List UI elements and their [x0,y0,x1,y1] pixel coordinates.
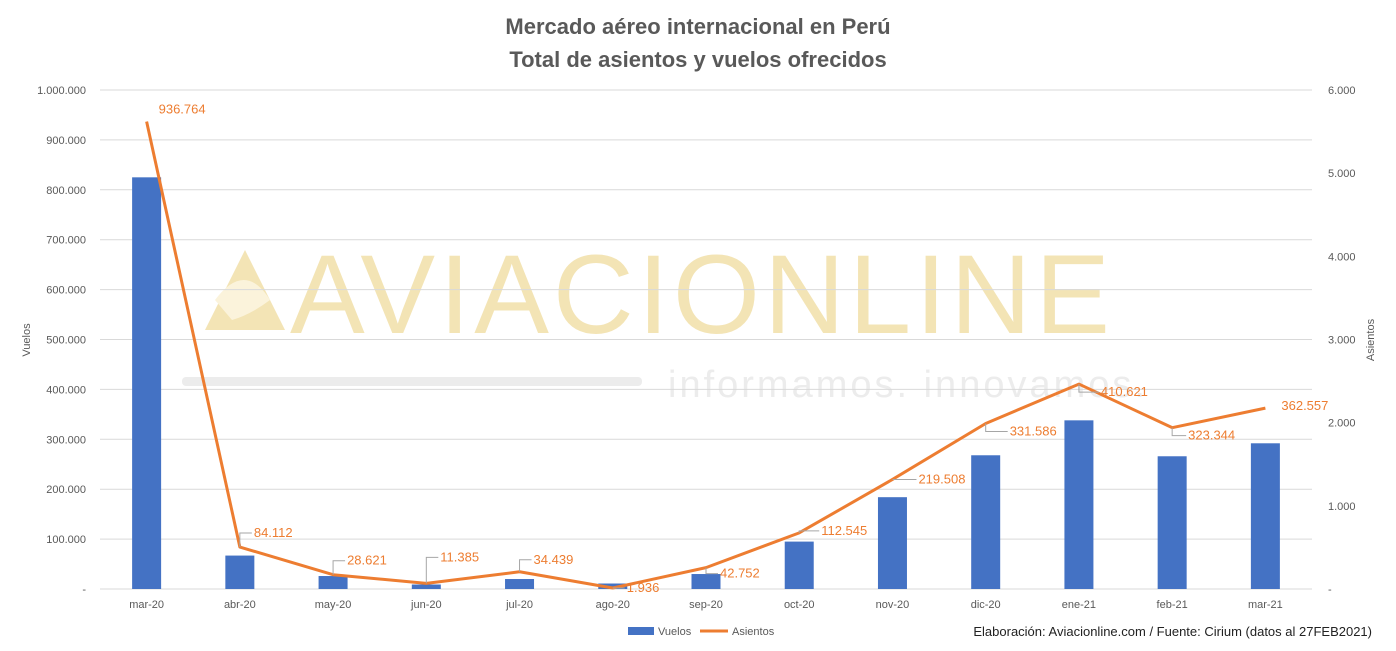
bar-vuelos [225,555,255,589]
data-label-asientos: 410.621 [1101,384,1148,399]
data-label-asientos: 84.112 [254,525,293,540]
left-axis-tick-label: 400.000 [46,384,86,396]
left-axis-tick-label: 300.000 [46,434,86,446]
right-axis-tick-label: 3.000 [1328,335,1356,347]
right-axis-ticks: - 1.000 2.000 3.000 4.000 5.000 6.000 [1328,85,1356,596]
data-label-asientos: 34.439 [534,552,574,567]
x-axis-tick-label: ene-21 [1062,599,1096,611]
data-label-leader [332,560,346,575]
right-axis-tick-label: 6.000 [1328,85,1356,97]
right-axis-tick-label: 1.000 [1328,501,1356,513]
left-axis-title: Vuelos [21,323,33,357]
bar-vuelos [411,584,441,589]
chart-title-line-2: Total de asientos y vuelos ofrecidos [509,47,886,72]
bar-vuelos [784,541,814,589]
watermark-slogan: informamos. innovamos. [668,364,1148,406]
left-axis-tick-label: 800.000 [46,185,86,197]
x-axis-tick-label: jul-20 [505,599,533,611]
bar-vuelos [505,579,535,589]
left-axis-tick-label: 900.000 [46,135,86,147]
bar-vuelos [1250,443,1280,589]
x-axis-tick-label: nov-20 [876,599,910,611]
data-label-leader [1078,384,1099,393]
left-axis-tick-label: 500.000 [46,335,86,347]
right-axis-title: Asientos [1365,318,1377,361]
data-labels: 936.764 84.112 28.621 11.385 34.439 1.936 42.7… [159,102,1329,595]
chart-title-line-1: Mercado aéreo internacional en Perú [505,14,890,39]
x-axis-tick-label: dic-20 [971,599,1001,611]
right-axis-tick-label: 5.000 [1328,168,1356,180]
left-axis-tick-label: 100.000 [46,534,86,546]
data-label-leader [985,423,1008,432]
x-axis-tick-label: abr-20 [224,599,256,611]
data-label-asientos: 11.385 [440,549,479,564]
data-label-asientos: 42.752 [720,566,760,581]
x-axis-tick-label: oct-20 [784,599,815,611]
x-axis-tick-label: may-20 [315,599,352,611]
credit-text: Elaboración: Aviacionline.com / Fuente: … [973,624,1372,639]
right-axis-tick-label: 4.000 [1328,251,1356,263]
x-axis-tick-label: mar-20 [129,599,164,611]
bar-vuelos [1157,456,1187,589]
gridlines [100,89,1312,590]
legend-asientos-label: Asientos [732,626,775,638]
data-label-asientos: 936.764 [159,102,206,117]
data-label-leader [239,532,252,548]
data-label-leader [705,567,718,575]
data-label-asientos: 1.936 [627,580,660,595]
data-label-asientos: 112.545 [821,523,867,538]
right-axis-tick-label: - [1328,584,1332,596]
data-label-leader [425,556,439,584]
left-axis-tick-label: 1.000.000 [37,85,86,97]
bar-vuelos [877,497,907,589]
data-label-asientos: 323.344 [1188,428,1235,443]
x-axis-tick-label: sep-20 [689,599,723,611]
x-axis-tick-label: jun-20 [410,599,442,611]
bar-vuelos [132,177,162,589]
bar-vuelos [598,583,628,589]
x-axis-tick-label: ago-20 [596,599,630,611]
x-axis-tick-label: feb-21 [1157,599,1188,611]
left-axis-ticks: - 100.000 200.000 300.000 400.000 500.000 600.… [37,85,86,596]
watermark-bar [182,377,642,386]
bar-vuelos [691,574,721,589]
left-axis-tick-label: 200.000 [46,484,86,496]
bar-vuelos [971,455,1001,589]
data-label-asientos: 362.557 [1281,398,1328,413]
watermark-brand: AVIACIONLINE [290,232,1114,357]
legend: Vuelos Asientos [628,626,775,638]
data-label-leader [1171,427,1187,437]
right-axis-tick-label: 2.000 [1328,418,1356,430]
bar-series-vuelos [132,177,1280,589]
x-axis-ticks: mar-20 abr-20 may-20 jun-20 jul-20 ago-20 sep-… [129,599,1283,611]
watermark: AVIACIONLINE informamos. innovamos. [182,232,1148,406]
legend-vuelos-swatch [628,627,654,635]
data-label-asientos: 219.508 [918,471,965,486]
data-label-leader [798,530,820,533]
legend-vuelos-label: Vuelos [658,626,692,638]
data-label-leader [519,559,532,572]
x-axis-tick-label: mar-21 [1248,599,1283,611]
bar-vuelos [318,576,348,589]
left-axis-tick-label: 700.000 [46,235,86,247]
bar-vuelos [1064,420,1094,589]
left-axis-tick-label: 600.000 [46,285,86,297]
left-axis-tick-label: - [82,584,86,596]
data-label-asientos: 331.586 [1010,423,1057,438]
data-label-asientos: 28.621 [347,553,387,568]
